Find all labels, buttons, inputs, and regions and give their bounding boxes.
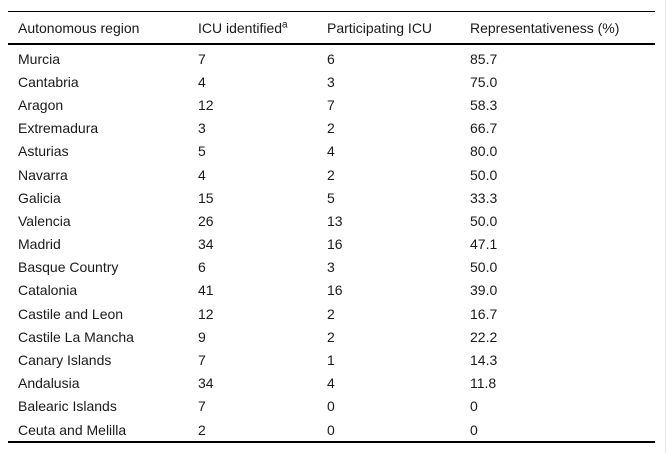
cell-region: Murcia — [18, 50, 61, 67]
cell-participating-icu: 7 — [327, 96, 335, 113]
cell-representativeness: 14.3 — [470, 352, 498, 369]
cell-icu-identified: 9 — [198, 328, 206, 345]
cell-icu-identified: 5 — [198, 143, 206, 160]
cell-region: Castile and Leon — [18, 305, 124, 322]
column-header-participating-icu: Participating ICU — [327, 12, 470, 45]
cell-representativeness: 39.0 — [470, 282, 498, 299]
cell-representativeness: 11.8 — [470, 375, 497, 392]
cell-icu-identified: 15 — [198, 189, 214, 206]
cell-representativeness: 0 — [470, 421, 478, 438]
cell-icu-identified: 4 — [198, 166, 206, 183]
table-row: Valencia 26 13 50.0 — [8, 209, 655, 232]
cell-participating-icu: 2 — [327, 305, 335, 322]
cell-representativeness: 50.0 — [470, 166, 498, 183]
table-row: Canary Islands 7 1 14.3 — [8, 348, 655, 371]
cell-icu-identified: 7 — [198, 352, 206, 369]
column-header-icu-identified: ICU identifieda — [198, 12, 327, 45]
table-row: Castile and Leon 12 2 16.7 — [8, 302, 655, 325]
cell-participating-icu: 4 — [327, 375, 335, 392]
table-row: Aragon 12 7 58.3 — [8, 93, 655, 116]
cell-representativeness: 50.0 — [470, 259, 498, 276]
cell-participating-icu: 3 — [327, 73, 335, 90]
cell-region: Aragon — [18, 96, 64, 113]
cell-region: Extremadura — [18, 120, 99, 137]
cell-region: Balearic Islands — [18, 398, 117, 415]
cell-icu-identified: 34 — [198, 375, 214, 392]
cell-representativeness: 50.0 — [470, 212, 498, 229]
table-row: Murcia 7 6 85.7 — [8, 44, 655, 70]
cell-icu-identified: 3 — [198, 120, 206, 137]
cell-participating-icu: 3 — [327, 259, 335, 276]
cell-participating-icu: 2 — [327, 120, 335, 137]
table-row: Madrid 34 16 47.1 — [8, 233, 655, 256]
cell-representativeness: 66.7 — [470, 120, 498, 137]
footnote-marker: a — [282, 18, 288, 30]
cell-region: Catalonia — [18, 282, 78, 299]
cell-representativeness: 85.7 — [470, 50, 498, 67]
table-row: Basque Country 6 3 50.0 — [8, 256, 655, 279]
cell-representativeness: 22.2 — [470, 328, 498, 345]
cell-participating-icu: 0 — [327, 398, 335, 415]
table-row: Balearic Islands 7 0 0 — [8, 395, 655, 418]
cell-participating-icu: 16 — [327, 236, 343, 253]
cell-icu-identified: 34 — [198, 236, 214, 253]
cell-region: Cantabria — [18, 73, 79, 90]
table-row: Andalusia 34 4 11.8 — [8, 372, 655, 395]
cell-icu-identified: 2 — [198, 421, 206, 438]
cell-participating-icu: 4 — [327, 143, 335, 160]
table-row: Galicia 15 5 33.3 — [8, 186, 655, 209]
cell-participating-icu: 13 — [327, 212, 343, 229]
cell-region: Asturias — [18, 143, 69, 160]
cell-icu-identified: 12 — [198, 96, 214, 113]
table-row: Castile La Mancha 9 2 22.2 — [8, 325, 655, 348]
table-header-row: Autonomous region ICU identifieda Partic… — [8, 12, 655, 45]
cell-region: Navarra — [18, 166, 68, 183]
cell-participating-icu: 2 — [327, 166, 335, 183]
column-header-autonomous-region: Autonomous region — [8, 12, 198, 45]
cell-icu-identified: 7 — [198, 398, 206, 415]
column-header-representativeness: Representativeness (%) — [470, 12, 655, 45]
cell-participating-icu: 2 — [327, 328, 335, 345]
table-row: Asturias 5 4 80.0 — [8, 140, 655, 163]
cell-region: Andalusia — [18, 375, 80, 392]
column-header-label: ICU identified — [198, 19, 283, 36]
cell-region: Ceuta and Melilla — [18, 421, 127, 438]
cell-participating-icu: 5 — [327, 189, 335, 206]
table-body: Murcia 7 6 85.7 Cantabria 4 3 75.0 Aragon 12 7 58.3… — [8, 44, 655, 442]
cell-icu-identified: 6 — [198, 259, 206, 276]
cell-representativeness: 33.3 — [470, 189, 498, 206]
cell-region: Valencia — [18, 212, 71, 229]
cell-participating-icu: 0 — [327, 421, 335, 438]
cell-representativeness: 80.0 — [470, 143, 498, 160]
cell-representativeness: 47.1 — [470, 236, 498, 253]
icu-representativeness-table: Autonomous region ICU identifieda Partic… — [8, 11, 655, 444]
cell-region: Madrid — [18, 236, 61, 253]
cell-region: Galicia — [18, 189, 61, 206]
cell-region: Canary Islands — [18, 352, 112, 369]
table-row: Ceuta and Melilla 2 0 0 — [8, 418, 655, 442]
cell-icu-identified: 26 — [198, 212, 214, 229]
cell-participating-icu: 6 — [327, 50, 335, 67]
column-header-label: Participating ICU — [327, 19, 433, 36]
cell-representativeness: 75.0 — [470, 73, 498, 90]
cell-participating-icu: 1 — [327, 352, 335, 369]
cell-region: Basque Country — [18, 259, 119, 276]
cell-representativeness: 16.7 — [470, 305, 498, 322]
cell-participating-icu: 16 — [327, 282, 343, 299]
table-row: Catalonia 41 16 39.0 — [8, 279, 655, 302]
table-row: Navarra 4 2 50.0 — [8, 163, 655, 186]
cell-icu-identified: 4 — [198, 73, 206, 90]
cell-icu-identified: 12 — [198, 305, 214, 322]
cell-region: Castile La Mancha — [18, 328, 134, 345]
column-header-label: Autonomous region — [18, 19, 140, 36]
cell-icu-identified: 7 — [198, 50, 206, 67]
table-row: Extremadura 3 2 66.7 — [8, 117, 655, 140]
table-row: Cantabria 4 3 75.0 — [8, 70, 655, 93]
cell-icu-identified: 41 — [198, 282, 214, 299]
cell-representativeness: 58.3 — [470, 96, 498, 113]
cell-representativeness: 0 — [470, 398, 478, 415]
column-header-label: Representativeness (%) — [470, 19, 620, 36]
